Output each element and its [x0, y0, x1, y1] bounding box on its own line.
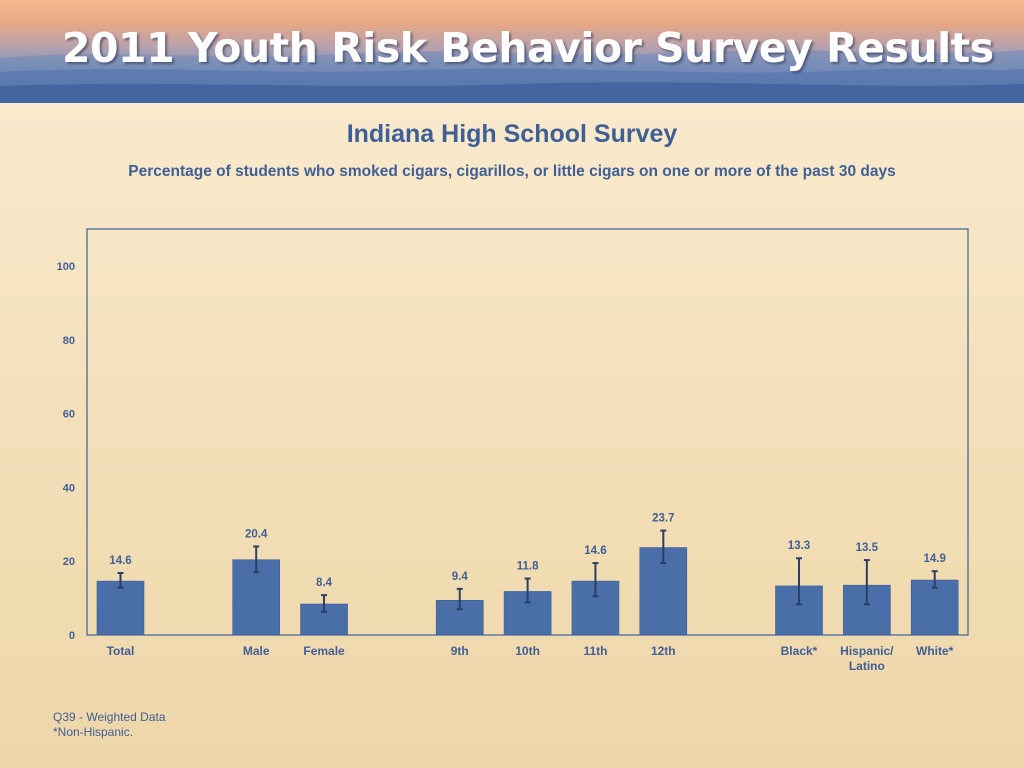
x-tick-label: Male: [243, 644, 270, 658]
x-tick-label: 10th: [515, 644, 540, 658]
data-label: 14.9: [924, 553, 946, 565]
y-tick-label: 60: [63, 409, 75, 421]
x-tick-label: Female: [303, 644, 345, 658]
data-label: 8.4: [316, 577, 333, 589]
bar: [910, 579, 959, 636]
banner-title: 2011 Youth Risk Behavior Survey Results: [62, 24, 994, 72]
data-label: 14.6: [109, 555, 131, 567]
survey-title: Indiana High School Survey: [346, 120, 678, 148]
data-label: 23.7: [652, 513, 674, 525]
data-label: 13.3: [788, 540, 810, 552]
data-label: 14.6: [584, 545, 606, 557]
plot-frame: [86, 228, 969, 636]
data-label: 11.8: [517, 561, 539, 573]
x-tick-label: Hispanic/: [840, 644, 894, 658]
x-tick-label: Total: [107, 644, 135, 658]
x-tick-label: 12th: [651, 644, 676, 658]
y-tick-label: 80: [63, 335, 75, 347]
survey-subtitle: Percentage of students who smoked cigars…: [128, 163, 896, 180]
x-tick-label: Black*: [781, 644, 818, 658]
footnote-nonhispanic: *Non-Hispanic.: [53, 725, 134, 739]
footnote-weighted: Q39 - Weighted Data: [53, 710, 166, 724]
y-tick-label: 40: [63, 482, 75, 494]
bar: [96, 580, 145, 636]
data-label: 9.4: [452, 571, 469, 583]
y-tick-label: 0: [69, 630, 75, 642]
x-tick-label: Latino: [849, 659, 885, 673]
data-label: 13.5: [856, 542, 879, 554]
x-tick-label: 11th: [583, 644, 607, 658]
bar: [232, 559, 280, 636]
x-tick-label: White*: [916, 644, 954, 658]
y-tick-label: 100: [57, 261, 75, 273]
bar-chart: 0 20 40 60 80 100 14.6 Total 20.4 Male 8.4 Female 9.…: [57, 228, 969, 673]
x-tick-label: 9th: [451, 644, 469, 658]
y-tick-label: 20: [63, 556, 75, 568]
banner-landscape: [0, 50, 1024, 103]
data-label: 20.4: [245, 528, 268, 540]
banner: 2011 Youth Risk Behavior Survey Results: [0, 0, 1024, 103]
